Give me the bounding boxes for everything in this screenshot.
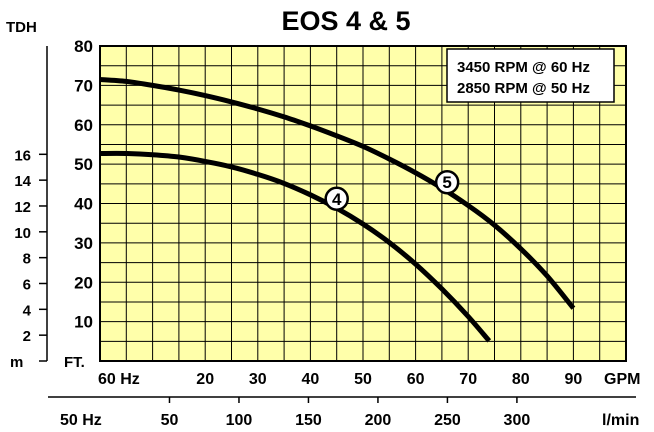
lmin-tick-label: 200 [365,412,392,429]
x-axis-unit: GPM [604,371,640,388]
meters-tick-label: 16 [14,147,31,164]
meters-tick-label: 10 [14,225,31,242]
lmin-tick-label: 300 [504,412,531,429]
gpm-tick-label: 40 [302,371,320,388]
curve-label-circle [434,169,460,195]
left-axis-unit: m [10,354,23,371]
gpm-tick-label: 60 [407,371,425,388]
curve-label-circle [324,186,349,212]
legend-note-line-2: 2850 RPM @ 50 Hz [457,80,590,97]
lmin-tick-label: 150 [295,412,322,429]
meters-tick-label: 14 [14,173,31,190]
meters-tick-label: 4 [23,302,32,319]
pump-curve-4 [99,150,492,343]
left-axis-label: TDH [6,19,37,36]
lmin-tick-label: 100 [226,412,253,429]
curve-label-5: 5 [434,169,460,195]
meters-tick-label: 12 [14,199,31,216]
curve-label-text: 5 [442,173,451,192]
gpm-tick-label: 20 [196,371,214,388]
feet-tick-label: 40 [74,195,93,214]
curve-label-4: 4 [324,186,349,212]
pump-curve-5 [99,77,576,310]
feet-tick-label: 60 [74,116,93,135]
meters-tick-label: 8 [23,251,31,268]
feet-tick-label: 50 [74,155,93,174]
feet-tick-label: 30 [74,234,93,253]
plot-frame [99,45,627,362]
meters-tick-label: 6 [23,276,31,293]
gpm-tick-label: 50 [354,371,372,388]
chart-title: EOS 4 & 5 [281,6,410,36]
x-axis-freq-label: 60 Hz [98,371,140,388]
gpm-tick-label: 90 [565,371,583,388]
curve-label-text: 4 [332,190,342,209]
y-axis-unit: FT. [64,354,85,371]
feet-tick-label: 10 [74,313,93,332]
meters-tick-label: 2 [23,328,31,345]
gpm-tick-label: 70 [459,371,477,388]
gpm-tick-label: 80 [512,371,530,388]
legend-note-box [446,48,615,103]
legend-note: 3450 RPM @ 60 Hz 2850 RPM @ 50 Hz [446,48,615,103]
feet-tick-label: 80 [74,37,93,56]
lmin-tick-label: 50 [161,412,179,429]
bottom-axis-freq-label: 50 Hz [60,412,102,429]
legend-note-line-1: 3450 RPM @ 60 Hz [457,59,590,76]
bottom-axis-unit: l/min [602,412,639,429]
lmin-tick-label: 250 [434,412,461,429]
gpm-tick-label: 30 [249,371,267,388]
feet-tick-label: 20 [74,273,93,292]
feet-tick-label: 70 [74,76,93,95]
